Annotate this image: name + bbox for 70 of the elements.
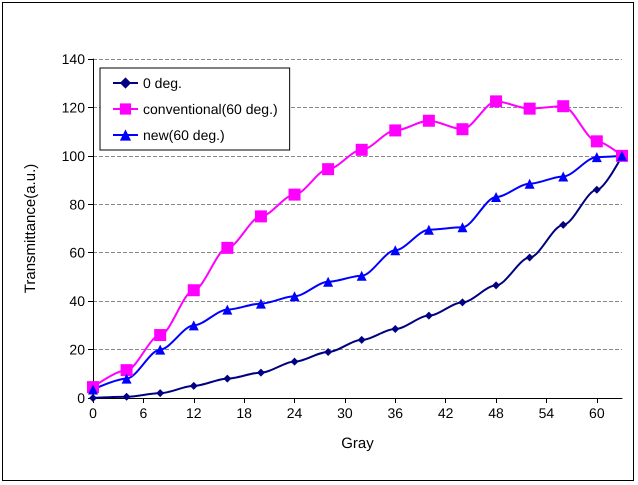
point [254, 210, 267, 222]
point [557, 100, 570, 112]
point [324, 348, 332, 356]
point [155, 344, 166, 355]
point [590, 135, 603, 148]
x-tick-label: 60 [589, 405, 605, 421]
point [122, 392, 131, 401]
x-tick-label: 30 [337, 405, 353, 421]
y-tick-label: 20 [69, 342, 86, 358]
point [221, 242, 234, 254]
point [391, 324, 400, 333]
legend-label: 0 deg. [143, 75, 182, 91]
point [491, 192, 502, 202]
point [389, 124, 402, 136]
y-tick-label: 140 [62, 51, 86, 67]
point [188, 284, 200, 296]
point [490, 95, 502, 108]
point [156, 389, 164, 398]
point [290, 291, 300, 302]
x-tick-label: 24 [286, 405, 303, 421]
y-axis-title: Transmittance(a.u.) [22, 164, 39, 294]
point [190, 382, 198, 390]
point [256, 298, 266, 309]
x-tick-label: 36 [387, 405, 404, 421]
point [456, 123, 468, 136]
x-tick-label: 54 [538, 405, 554, 421]
point [356, 270, 367, 281]
y-tick-label: 40 [69, 293, 86, 310]
x-tick-label: 48 [488, 405, 504, 421]
point [88, 384, 98, 395]
point [559, 220, 568, 229]
point [592, 186, 601, 194]
point [424, 224, 434, 235]
point [592, 152, 602, 162]
point [323, 276, 334, 287]
point [120, 364, 133, 376]
x-axis-title: Gray [341, 435, 374, 452]
point [358, 336, 366, 344]
legend-label: conventional(60 deg.) [143, 101, 278, 117]
y-tick-label: 0 [77, 390, 86, 406]
y-tick-label: 100 [62, 148, 86, 164]
point [457, 222, 468, 232]
point [458, 298, 466, 306]
point [122, 374, 132, 384]
x-tick-label: 18 [236, 405, 252, 421]
point [290, 358, 299, 366]
point [223, 374, 232, 383]
x-tick-label: 12 [186, 405, 202, 421]
point [154, 329, 166, 342]
point [288, 188, 301, 201]
legend-label: new(60 deg.) [143, 127, 225, 143]
y-tick-label: 60 [69, 244, 86, 261]
point [188, 320, 199, 330]
point [256, 368, 265, 377]
point [356, 144, 368, 156]
point [524, 178, 535, 189]
point [322, 163, 334, 176]
point [424, 312, 433, 320]
point [526, 254, 534, 262]
point [390, 245, 400, 256]
point [222, 304, 232, 315]
x-tick-label: 0 [89, 405, 98, 421]
y-tick-label: 80 [69, 196, 86, 212]
x-tick-label: 6 [139, 405, 148, 421]
point [492, 281, 500, 290]
x-tick-label: 42 [438, 405, 454, 421]
y-tick-label: 120 [62, 99, 86, 116]
point [524, 102, 536, 115]
point [558, 171, 568, 182]
point [422, 114, 435, 127]
